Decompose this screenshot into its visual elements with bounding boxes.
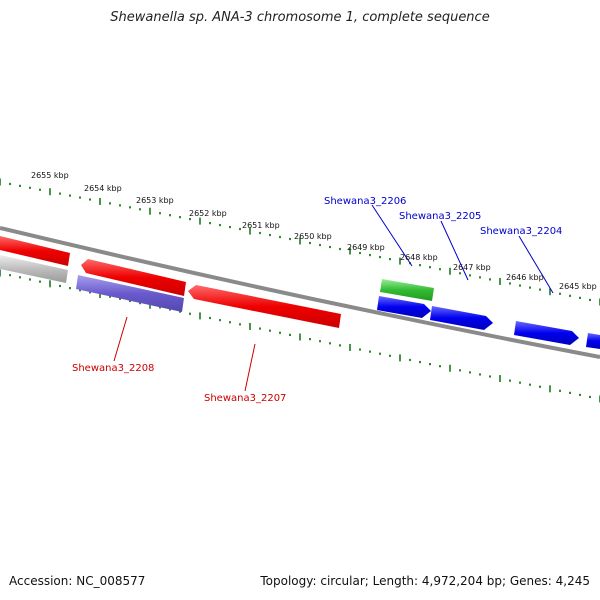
gene-label-2204[interactable]: Shewana3_2204: [480, 226, 562, 237]
scale-label: 2649 kbp: [347, 243, 385, 252]
gene-feature-right-blue[interactable]: [586, 333, 600, 349]
gene-feature-purple[interactable]: [76, 275, 184, 312]
gene-feature-gray[interactable]: [0, 255, 68, 283]
gene-label-2206[interactable]: Shewana3_2206: [324, 196, 406, 207]
outer-tick-row: [0, 178, 600, 306]
backbone-arc: [0, 226, 600, 359]
gene-feature-2204-blue[interactable]: [514, 321, 579, 345]
feature-track: [0, 236, 600, 349]
scale-label: 2655 kbp: [31, 171, 69, 180]
scale-labels: 2655 kbp 2654 kbp 2653 kbp 2652 kbp 2651…: [31, 171, 597, 291]
gene-labels: Shewana3_2206 Shewana3_2205 Shewana3_220…: [72, 196, 562, 404]
scale-label: 2648 kbp: [400, 253, 438, 262]
scale-label: 2650 kbp: [294, 232, 332, 241]
scale-label: 2647 kbp: [453, 263, 491, 272]
gene-feature-2206-blue[interactable]: [377, 296, 431, 318]
gene-feature-2207-red[interactable]: [188, 285, 341, 328]
scale-label: 2646 kbp: [506, 273, 544, 282]
scale-label: 2645 kbp: [559, 282, 597, 291]
map-title: Shewanella sp. ANA-3 chromosome 1, compl…: [110, 10, 490, 25]
scale-label: 2652 kbp: [189, 209, 227, 218]
gene-feature-left-red[interactable]: [0, 236, 70, 266]
gene-feature-2205-blue[interactable]: [430, 306, 493, 330]
accession-text: Accession: NC_008577: [9, 574, 146, 588]
gene-label-2205[interactable]: Shewana3_2205: [399, 211, 481, 222]
summary-text: Topology: circular; Length: 4,972,204 bp…: [260, 574, 590, 588]
gene-label-2208[interactable]: Shewana3_2208: [72, 363, 154, 374]
inner-tick-row: [0, 269, 600, 403]
gene-feature-2208-red[interactable]: [81, 259, 186, 296]
gene-feature-green[interactable]: [380, 279, 434, 301]
scale-label: 2653 kbp: [136, 196, 174, 205]
gene-label-2207[interactable]: Shewana3_2207: [204, 393, 286, 404]
scale-label: 2654 kbp: [84, 184, 122, 193]
scale-label: 2651 kbp: [242, 221, 280, 230]
label-leaders: [113, 204, 554, 392]
